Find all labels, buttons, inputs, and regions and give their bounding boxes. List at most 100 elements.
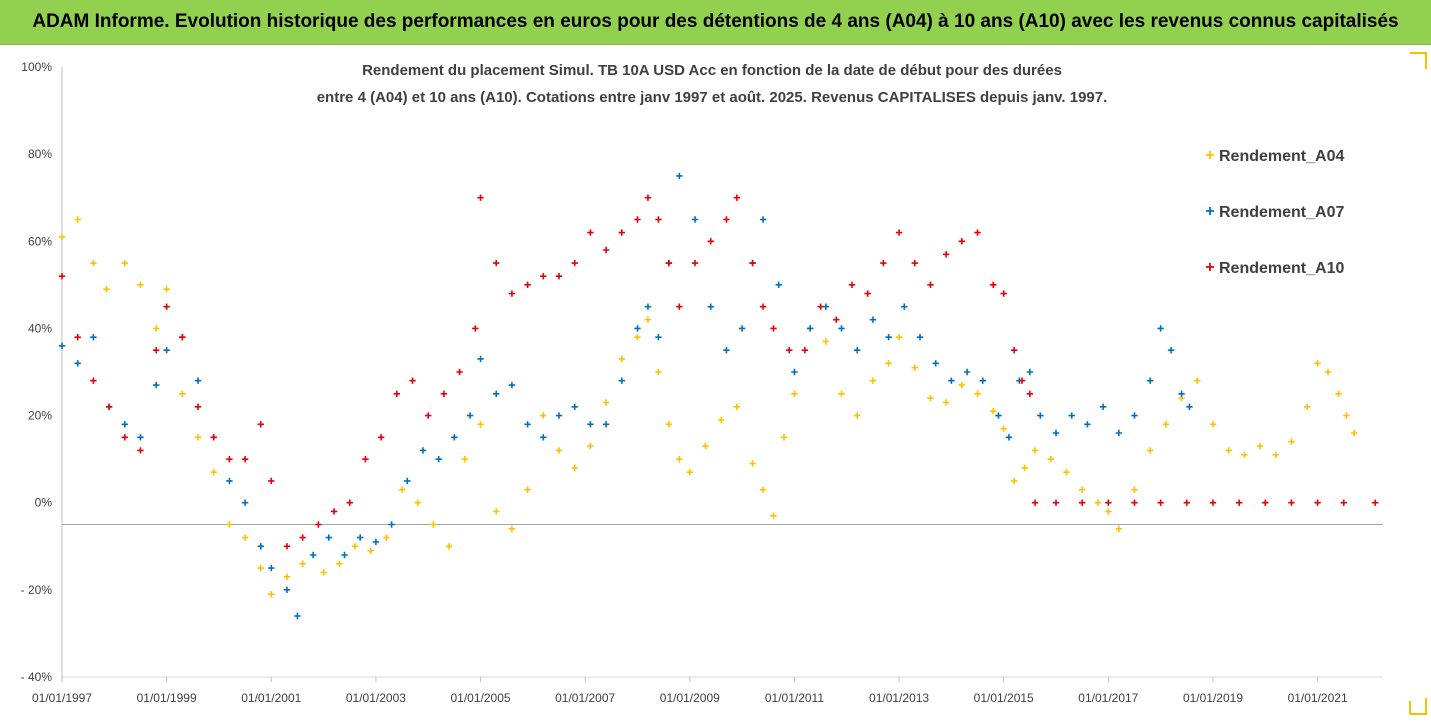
- y-tick-label: 40%: [28, 321, 52, 335]
- corner-mark-bottom-right: [1410, 698, 1427, 715]
- data-point: [90, 259, 97, 267]
- data-point: [1052, 429, 1060, 437]
- data-point: [979, 377, 986, 384]
- data-point: [932, 360, 939, 367]
- data-point: [786, 347, 793, 354]
- data-point: [1052, 499, 1060, 506]
- x-tick-label: 01/01/2001: [241, 691, 301, 705]
- y-tick-label: - 20%: [21, 583, 53, 597]
- x-tick-label: 01/01/2013: [869, 691, 929, 705]
- data-point: [555, 412, 563, 419]
- data-point: [388, 521, 395, 528]
- data-point: [210, 434, 217, 441]
- data-point: [655, 333, 662, 341]
- x-tick-label: 01/01/2015: [974, 691, 1034, 705]
- data-point: [163, 286, 170, 293]
- data-point: [869, 316, 877, 323]
- data-point: [854, 412, 861, 419]
- data-point: [974, 390, 981, 397]
- data-point: [540, 272, 547, 280]
- data-point: [1105, 499, 1112, 506]
- chart-legend: Rendement_A04 Rendement_A07 Rendement_A10: [1206, 148, 1344, 277]
- y-tick-label: 0%: [35, 496, 53, 510]
- legend-label: Rendement_A04: [1219, 148, 1344, 165]
- data-point: [1131, 486, 1138, 493]
- data-point: [618, 229, 625, 236]
- data-point: [801, 347, 809, 354]
- data-point: [916, 333, 924, 341]
- data-point: [226, 521, 233, 528]
- data-point: [911, 259, 918, 267]
- y-tick-label: 60%: [28, 234, 52, 248]
- data-point: [404, 477, 411, 485]
- data-point: [587, 442, 594, 450]
- data-point: [493, 508, 500, 515]
- data-point: [775, 281, 782, 289]
- data-point: [330, 508, 338, 515]
- chart: - 40% - 20% 0% 20% 40% 60% 80% 100% 01/01/1997 01…: [0, 45, 1431, 721]
- data-point: [895, 229, 903, 236]
- data-point: [634, 216, 641, 223]
- data-point: [733, 194, 741, 201]
- data-point: [838, 325, 845, 332]
- data-point: [90, 333, 97, 341]
- data-point: [665, 421, 673, 428]
- data-point: [770, 325, 777, 332]
- series-Rendement_A07: [58, 172, 1193, 620]
- data-point: [283, 573, 291, 580]
- data-point: [540, 412, 547, 419]
- data-point: [571, 464, 578, 472]
- data-point: [911, 364, 918, 371]
- data-point: [1324, 368, 1332, 376]
- data-point: [210, 469, 217, 476]
- data-point: [1225, 447, 1232, 454]
- data-point: [791, 368, 798, 376]
- data-point: [1162, 421, 1170, 428]
- data-point: [357, 534, 364, 541]
- data-point: [602, 246, 610, 254]
- data-point: [854, 347, 861, 354]
- data-point: [383, 534, 390, 541]
- data-point: [1131, 412, 1138, 419]
- data-point: [958, 238, 966, 245]
- data-point: [121, 434, 128, 441]
- data-point: [717, 416, 725, 424]
- data-point: [942, 399, 950, 406]
- data-point: [990, 408, 997, 415]
- data-point: [618, 377, 625, 384]
- data-point: [806, 325, 814, 332]
- data-point: [707, 238, 714, 245]
- chart-title-line-2: entre 4 (A04) et 10 ans (A10). Cotations…: [317, 89, 1108, 106]
- data-point: [90, 377, 97, 384]
- legend-label: Rendement_A10: [1219, 260, 1344, 277]
- data-point: [1005, 434, 1013, 441]
- data-point: [137, 434, 144, 441]
- data-point: [895, 333, 903, 341]
- data-point: [409, 377, 416, 384]
- x-tick-label: 01/01/2007: [555, 691, 615, 705]
- data-point: [121, 259, 128, 267]
- legend-label: Rendement_A07: [1219, 204, 1344, 221]
- data-point: [309, 551, 317, 559]
- x-tick-label: 01/01/1999: [137, 691, 197, 705]
- y-tick-label: 20%: [28, 409, 52, 423]
- data-point: [508, 381, 516, 389]
- data-point: [644, 316, 652, 323]
- data-point: [759, 303, 767, 310]
- data-point: [644, 194, 652, 201]
- data-point: [257, 543, 265, 550]
- data-point: [1084, 421, 1091, 428]
- data-point: [1340, 499, 1347, 506]
- data-point: [461, 455, 469, 463]
- data-point: [602, 421, 610, 428]
- data-point: [445, 543, 453, 550]
- data-point: [325, 534, 333, 541]
- data-point: [194, 434, 202, 441]
- data-point: [1241, 451, 1248, 458]
- data-point: [822, 338, 830, 345]
- data-point: [137, 447, 144, 454]
- data-point: [555, 272, 563, 280]
- x-tick-label: 01/01/1997: [32, 691, 92, 705]
- report-title: ADAM Informe. Evolution historique des p…: [0, 0, 1431, 45]
- data-point: [377, 434, 385, 441]
